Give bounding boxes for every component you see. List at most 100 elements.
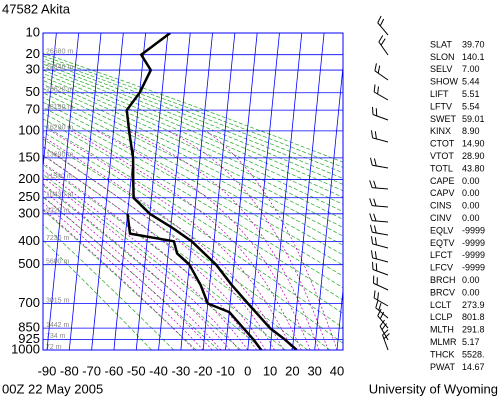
- index-value: 0.00: [462, 188, 480, 198]
- dry-adiabat: [43, 96, 343, 256]
- index-label: LFCT: [430, 250, 453, 260]
- barb-staff: [373, 91, 389, 101]
- sounding-line: [126, 213, 263, 350]
- sounding-line: [125, 33, 298, 350]
- index-label: CAPE: [430, 176, 455, 186]
- index-value: 28.90: [462, 151, 485, 161]
- isotherm: [247, 33, 280, 350]
- isotherm: [202, 33, 236, 350]
- dry-adiabat: [43, 223, 175, 350]
- index-value: -9999: [462, 263, 485, 273]
- index-label: SELV: [430, 64, 452, 74]
- index-value: 0.00: [462, 275, 480, 285]
- dry-adiabat: [43, 124, 343, 314]
- barb-flag: [369, 198, 373, 206]
- barb-staff: [375, 307, 389, 319]
- wind-barb: [370, 250, 389, 263]
- barb-flag: [369, 180, 373, 188]
- index-value: 5.51: [462, 89, 480, 99]
- wind-barb: [382, 329, 390, 351]
- barb-flag: [369, 213, 373, 221]
- dry-adiabat: [43, 101, 343, 266]
- dry-adiabat: [43, 60, 343, 179]
- wind-barb: [372, 275, 389, 291]
- barb-flag: [379, 311, 385, 320]
- dry-adiabat: [43, 66, 343, 192]
- barb-flag: [375, 263, 378, 271]
- height-label: 26580 m: [46, 49, 73, 56]
- isotherm: [269, 33, 303, 350]
- isotherm: [314, 62, 343, 350]
- index-label: CINS: [430, 201, 452, 211]
- isotherm: [68, 33, 102, 350]
- isotherm: [46, 33, 80, 350]
- y-tick-label: 100: [18, 122, 40, 137]
- y-tick-label: 850: [18, 320, 40, 335]
- moist-adiabat: [205, 130, 338, 350]
- index-label: SLAT: [430, 39, 452, 49]
- index-label: CAPV: [430, 188, 455, 198]
- index-label: LCLP: [430, 312, 453, 322]
- dry-adiabat: [43, 164, 286, 350]
- credit: University of Wyoming: [369, 381, 498, 396]
- x-tick-label: 40: [330, 363, 344, 378]
- barb-flag: [373, 84, 376, 93]
- barb-flag: [370, 236, 374, 244]
- dry-adiabat: [43, 112, 343, 289]
- barb-flag: [372, 261, 374, 270]
- height-label: 18190 m: [46, 104, 73, 111]
- barb-flag: [374, 131, 377, 139]
- index-label: TOTL: [430, 163, 453, 173]
- index-label: PWAT: [430, 362, 455, 372]
- moist-adiabat: [43, 162, 257, 350]
- barb-flag: [376, 277, 378, 285]
- wind-barb: [369, 198, 389, 208]
- index-value: 14.67: [462, 362, 485, 372]
- dry-adiabat: [43, 107, 343, 277]
- index-label: LCLT: [430, 300, 452, 310]
- height-label: 10430 m: [46, 192, 73, 199]
- index-value: -9999: [462, 238, 485, 248]
- wind-barb: [370, 224, 389, 236]
- barb-flag: [377, 308, 382, 316]
- dry-adiabat: [43, 154, 308, 350]
- background-lines: [43, 33, 343, 350]
- isotherm: [43, 33, 57, 171]
- y-tick-label: 700: [18, 295, 40, 310]
- moist-adiabat: [43, 154, 266, 350]
- y-tick-label: 400: [18, 233, 40, 248]
- dry-adiabat: [43, 55, 343, 168]
- height-label: 20620 m: [46, 87, 73, 94]
- dry-adiabat: [43, 69, 343, 198]
- y-tick-label: 925: [18, 331, 40, 346]
- isotherm: [225, 33, 258, 350]
- dry-adiabat: [43, 131, 343, 329]
- barb-staff: [372, 205, 389, 208]
- index-value: 14.90: [462, 139, 485, 149]
- index-value: 59.01: [462, 114, 485, 124]
- isotherm: [336, 285, 343, 350]
- height-label: 5600 m: [46, 259, 70, 266]
- index-value: 5.54: [462, 101, 480, 111]
- index-value: -9999: [462, 225, 485, 235]
- y-tick-label: 150: [18, 149, 40, 164]
- index-label: LFCV: [430, 263, 453, 273]
- dry-adiabat: [43, 209, 197, 350]
- index-label: SHOW: [430, 77, 459, 87]
- y-tick-label: 300: [18, 205, 40, 220]
- index-label: CINV: [430, 213, 452, 223]
- index-label: LIFT: [430, 89, 449, 99]
- barb-staff: [374, 70, 389, 81]
- dry-adiabat: [43, 196, 219, 350]
- dry-adiabat: [43, 92, 343, 246]
- moist-adiabat: [167, 130, 329, 350]
- barb-flag: [373, 198, 377, 207]
- y-tick-label: 50: [26, 84, 40, 99]
- barb-flag: [377, 15, 382, 23]
- barb-flag: [383, 333, 390, 340]
- barb-flag: [373, 158, 377, 167]
- height-label: 16290 m: [46, 125, 73, 132]
- barb-staff: [382, 334, 389, 351]
